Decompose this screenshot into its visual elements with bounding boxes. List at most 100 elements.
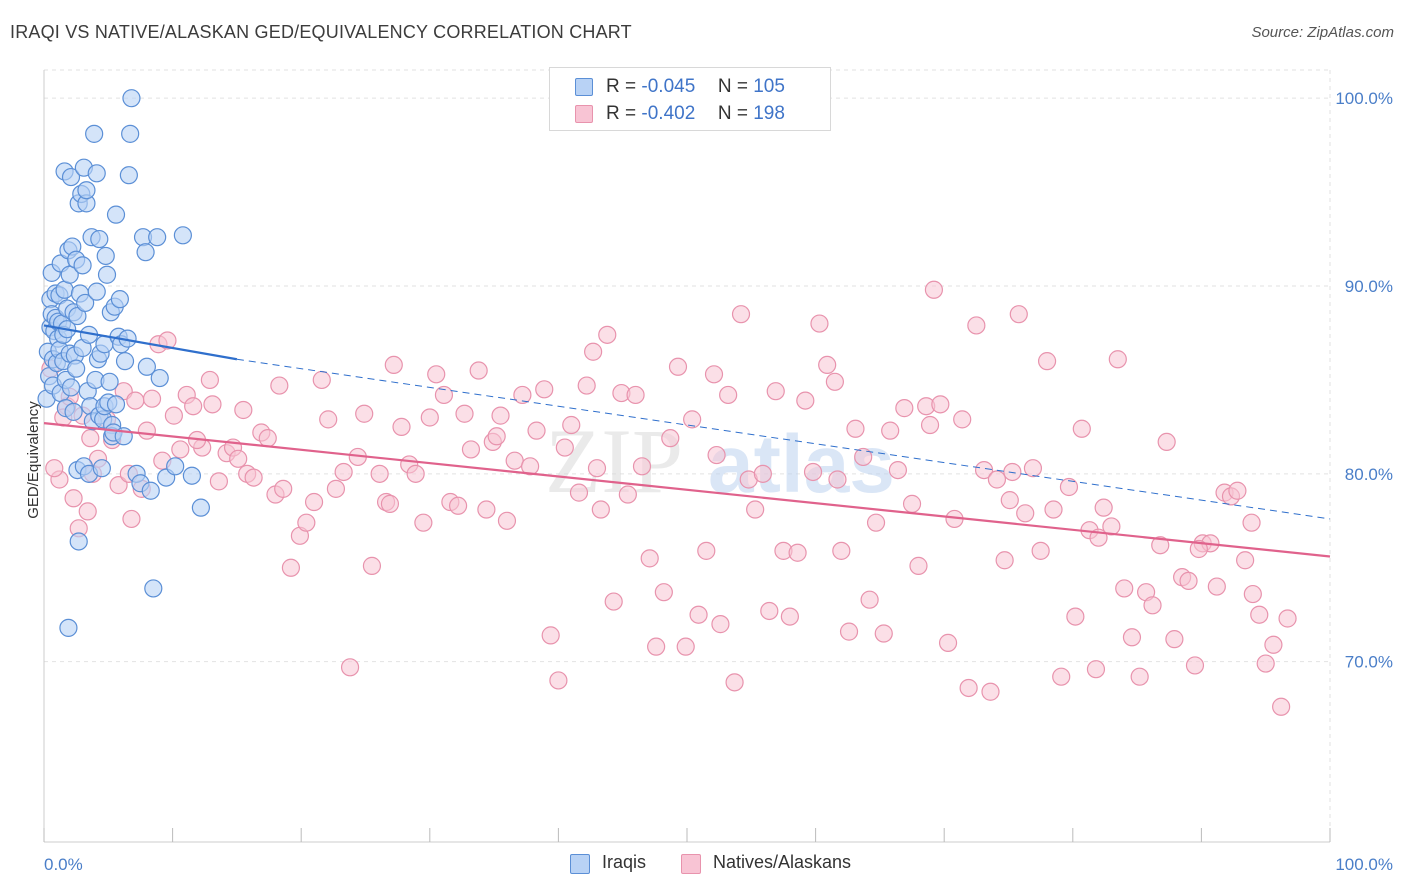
native-point [541, 626, 560, 645]
native-point [164, 406, 183, 425]
legend-row-iraqis: R = -0.045 N = 105 [606, 76, 785, 98]
native-point [414, 513, 433, 532]
native-point [1016, 504, 1035, 523]
native-point [995, 551, 1014, 570]
iraqi-point [106, 395, 126, 414]
legend-swatch-natives [681, 854, 701, 874]
native-point [587, 459, 607, 478]
native-point [707, 445, 726, 465]
native-point [668, 357, 688, 376]
native-point [555, 438, 574, 457]
tick-labels: 70.0% 80.0% 90.0% 100.0% 0.0% 100.0% [44, 89, 1393, 874]
iraqi-point [166, 457, 185, 476]
native-point [281, 558, 301, 577]
native-point [461, 440, 481, 459]
y-tick-label: 70.0% [1345, 653, 1393, 672]
native-point [562, 415, 581, 435]
native-point [584, 342, 603, 361]
iraqi-point [144, 579, 163, 598]
native-point [874, 624, 893, 643]
r-label: R = [606, 103, 637, 124]
native-point [920, 415, 940, 435]
native-point [1250, 605, 1269, 624]
native-point [126, 391, 145, 410]
iraqi-point [106, 205, 126, 224]
iraqi-points [37, 89, 210, 637]
native-point [1236, 551, 1255, 570]
y-tick-label: 100.0% [1335, 89, 1393, 108]
iraqi-point [137, 357, 156, 376]
iraqi-point [121, 124, 140, 143]
native-point [931, 395, 950, 414]
native-point [626, 385, 645, 405]
native-point [1151, 536, 1170, 555]
native-point [1108, 350, 1127, 369]
native-point [326, 479, 346, 498]
iraqi-point [61, 378, 81, 397]
native-point [209, 472, 228, 491]
native-point [1256, 654, 1275, 673]
legend-swatch-iraqis [575, 78, 593, 96]
iraqi-point [119, 166, 138, 185]
native-point [384, 355, 403, 375]
native-point [909, 556, 928, 575]
native-point [1094, 498, 1113, 517]
native-point [828, 470, 847, 489]
native-point [297, 513, 316, 532]
native-point [406, 464, 425, 483]
n-value: 198 [753, 103, 785, 124]
legend-swatch-iraqis [570, 854, 590, 874]
native-point [1130, 667, 1149, 686]
native-point [1278, 609, 1297, 628]
iraqi-point [76, 293, 95, 313]
native-point [974, 460, 994, 480]
native-point [158, 331, 177, 350]
iraqi-point [148, 228, 167, 247]
native-point [392, 417, 411, 436]
r-label: R = [606, 76, 637, 97]
n-label: N = [717, 76, 748, 97]
native-point [1228, 481, 1247, 500]
n-label: N = [717, 103, 748, 124]
native-point [632, 457, 652, 476]
iraqi-trend-line [43, 324, 238, 361]
native-point [683, 410, 702, 429]
iraqi-point [182, 466, 201, 485]
native-point [846, 419, 865, 438]
iraqi-point [64, 402, 83, 421]
native-point [142, 389, 162, 408]
iraqi-point [191, 498, 210, 517]
native-point [234, 400, 253, 420]
native-point [704, 365, 724, 384]
iraqi-point [87, 164, 106, 183]
legend-label-iraqis: Iraqis [602, 852, 647, 872]
native-point [312, 370, 331, 390]
native-point [1122, 628, 1142, 647]
axes [43, 70, 1331, 843]
source-label: Source: ZipAtlas.com [1251, 24, 1394, 41]
native-point [535, 380, 554, 399]
native-point [860, 590, 879, 609]
native-point [469, 361, 488, 380]
native-point [895, 399, 914, 418]
native-point [953, 410, 972, 429]
native-point [1066, 607, 1085, 626]
iraqi-point [173, 226, 192, 245]
native-point [258, 429, 277, 448]
iraqi-point [60, 265, 79, 284]
iraqi-point [92, 459, 111, 478]
r-value: -0.045 [641, 76, 696, 97]
native-point [513, 385, 532, 405]
native-point [487, 427, 506, 446]
native-point [725, 673, 744, 692]
native-points [41, 280, 1297, 716]
native-point [171, 440, 190, 459]
native-point [1086, 660, 1106, 679]
native-point [274, 479, 293, 498]
native-point [640, 549, 659, 568]
native-point [521, 457, 540, 476]
native-point [854, 447, 873, 467]
y-tick-label: 80.0% [1345, 465, 1393, 484]
native-point [549, 671, 568, 690]
